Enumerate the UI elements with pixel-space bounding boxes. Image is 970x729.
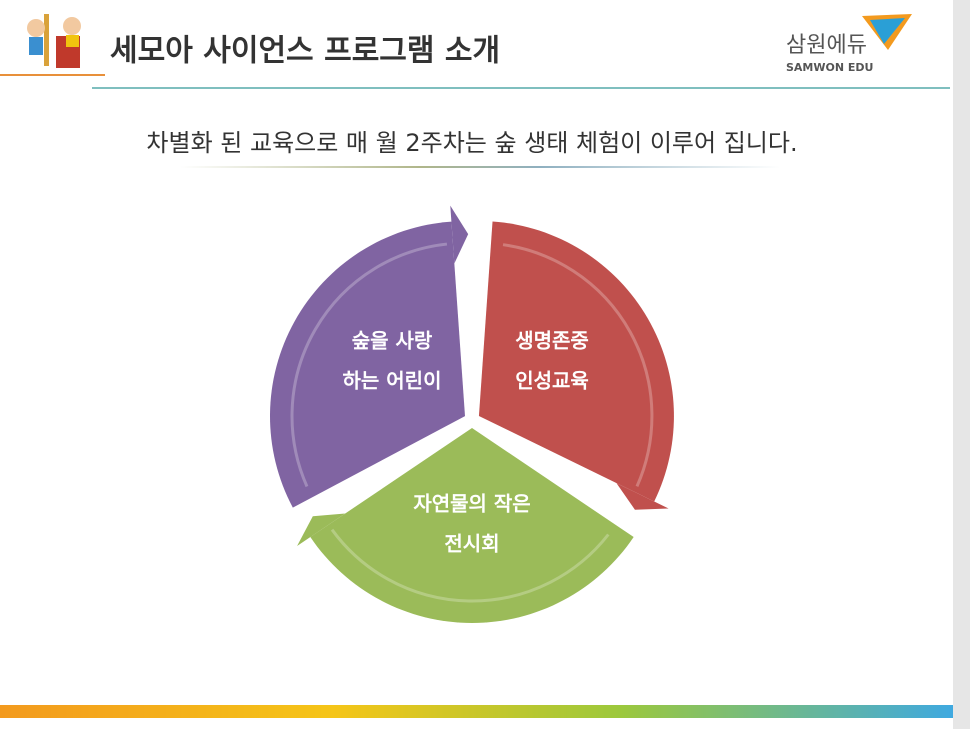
segment-label: 숲을 사랑	[352, 329, 433, 353]
segment-inner-arc	[502, 243, 654, 487]
segment-inner-arc	[290, 242, 448, 488]
segment-label: 인성교육	[515, 369, 589, 393]
segment-label: 자연물의 작은	[413, 492, 530, 516]
subtitle: 차별화 된 교육으로 매 월 2주차는 숲 생태 체험이 이루어 집니다.	[146, 129, 797, 157]
segment-arrowhead	[450, 205, 469, 264]
cycle-segment	[310, 428, 634, 623]
kids-icon	[27, 14, 81, 68]
logo-name: 삼원에듀	[786, 33, 867, 58]
segment-arrowhead	[616, 483, 669, 510]
subtitle-line	[180, 166, 780, 168]
logo: 삼원에듀 SAMWON EDU	[786, 14, 912, 74]
segment-label: 생명존중	[515, 329, 589, 353]
segment-label: 하는 어린이	[343, 369, 442, 393]
segment-arrowhead	[297, 513, 346, 546]
cycle-segment	[270, 221, 466, 508]
segment-label: 전시회	[444, 532, 499, 556]
logo-sub: SAMWON EDU	[786, 61, 873, 74]
title: 세모아 사이언스 프로그램 소개	[110, 34, 500, 69]
footer-bar	[0, 705, 953, 718]
cycle-segment	[478, 221, 674, 502]
segment-inner-arc	[330, 528, 610, 603]
page-edge	[953, 0, 970, 729]
